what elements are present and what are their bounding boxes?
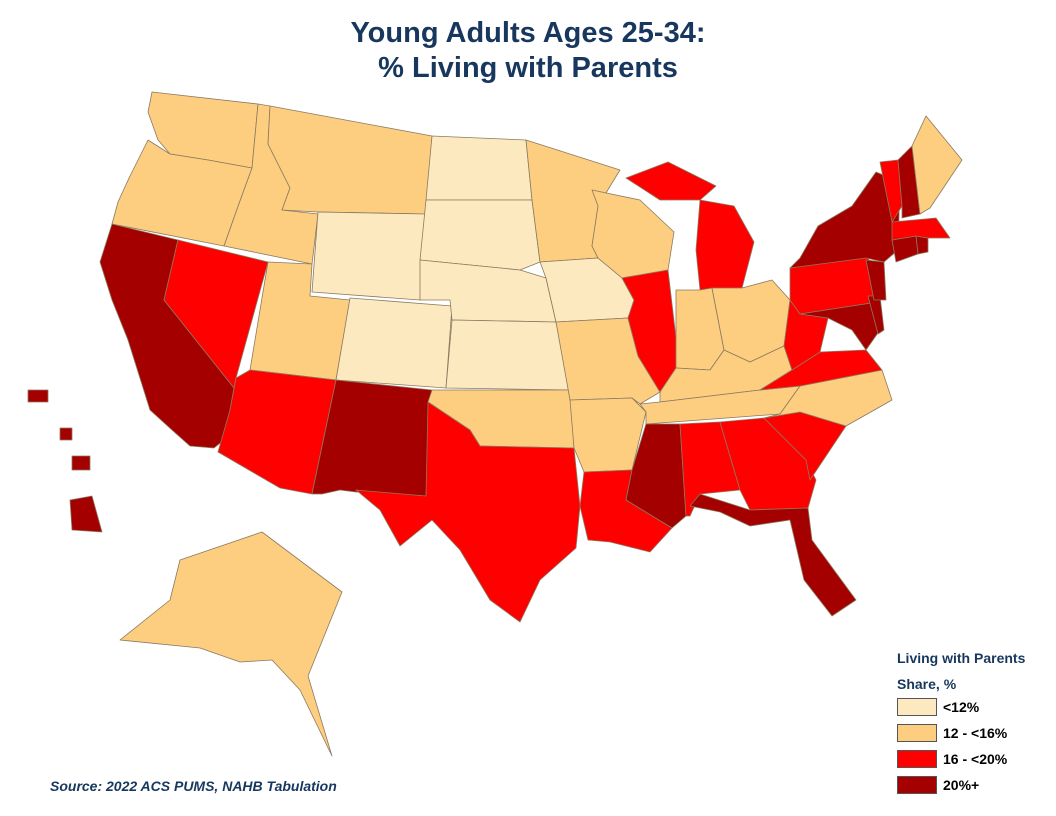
legend-label: 12 - <16%	[943, 725, 1008, 741]
legend-item: 12 - <16%	[897, 720, 1025, 746]
title-line-2: % Living with Parents	[378, 52, 678, 84]
state-fl	[689, 493, 857, 617]
legend-swatch	[897, 776, 937, 794]
legend-swatch	[897, 750, 937, 768]
map-title: Young Adults Ages 25-34: % Living with P…	[0, 16, 1056, 86]
map-legend: Living with Parents Share, % <12% 12 - <…	[897, 648, 1025, 798]
legend-swatch	[897, 698, 937, 716]
state-ak	[119, 531, 343, 757]
state-nj	[865, 259, 887, 301]
state-nd	[425, 135, 533, 201]
legend-item: 16 - <20%	[897, 746, 1025, 772]
legend-item: 20%+	[897, 772, 1025, 798]
legend-title: Living with Parents	[897, 650, 1026, 666]
title-line-1: Young Adults Ages 25-34:	[350, 17, 706, 49]
state-ri	[915, 235, 929, 255]
state-mt	[267, 105, 433, 215]
legend-swatch	[897, 724, 937, 742]
legend-subtitle: Share, %	[897, 676, 957, 692]
state-ks	[445, 319, 571, 391]
state-nh	[897, 145, 921, 219]
legend-item: <12%	[897, 694, 1025, 720]
state-hi	[27, 389, 103, 533]
legend-label: 20%+	[943, 777, 980, 793]
state-sd	[419, 199, 541, 271]
state-me	[911, 115, 963, 215]
legend-label: <12%	[943, 699, 980, 715]
state-ct	[891, 235, 919, 263]
source-note: Source: 2022 ACS PUMS, NAHB Tabulation	[50, 778, 337, 794]
state-wy	[311, 211, 427, 301]
state-co	[335, 297, 453, 389]
legend-label: 16 - <20%	[943, 751, 1008, 767]
state-ny	[789, 171, 901, 269]
state-ma	[891, 217, 951, 241]
state-tx	[355, 401, 581, 623]
